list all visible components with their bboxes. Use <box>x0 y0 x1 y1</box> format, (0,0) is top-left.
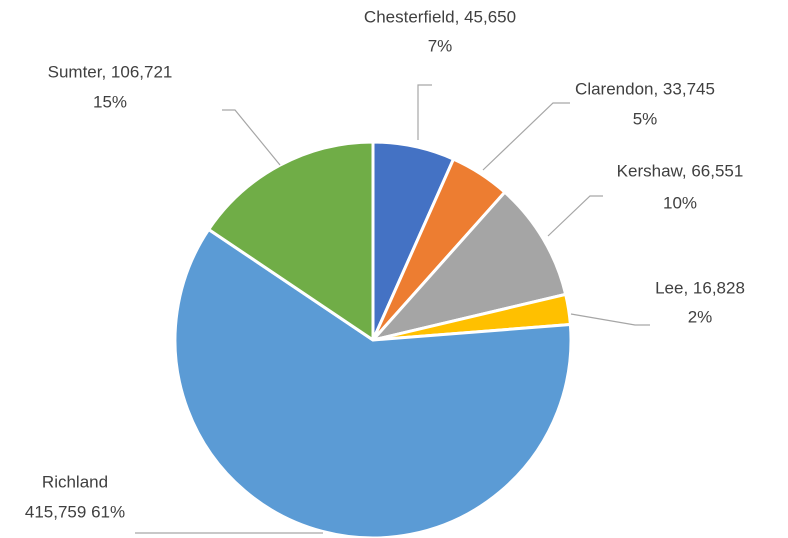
data-label: 15% <box>93 92 127 111</box>
data-label: Sumter, 106,721 <box>48 62 173 81</box>
data-label: Lee, 16,828 <box>655 278 745 297</box>
data-label: Kershaw, 66,551 <box>617 161 744 180</box>
pie-slice <box>173 227 573 538</box>
data-label: 7% <box>428 36 453 55</box>
data-label: 2% <box>688 307 713 326</box>
leader-line <box>570 313 650 326</box>
pie-slice <box>371 190 568 342</box>
data-label: Richland <box>42 472 108 491</box>
leader-line <box>417 84 432 140</box>
data-label: 5% <box>633 109 658 128</box>
pie-slice <box>207 140 375 342</box>
data-label: Clarendon, 33,745 <box>575 79 715 98</box>
leader-line <box>482 102 570 171</box>
data-label: Chesterfield, 45,650 <box>364 7 516 26</box>
data-label: 10% <box>663 193 697 212</box>
leader-line <box>547 195 603 237</box>
leader-line <box>222 109 281 166</box>
data-label: 415,759 61% <box>25 502 125 521</box>
